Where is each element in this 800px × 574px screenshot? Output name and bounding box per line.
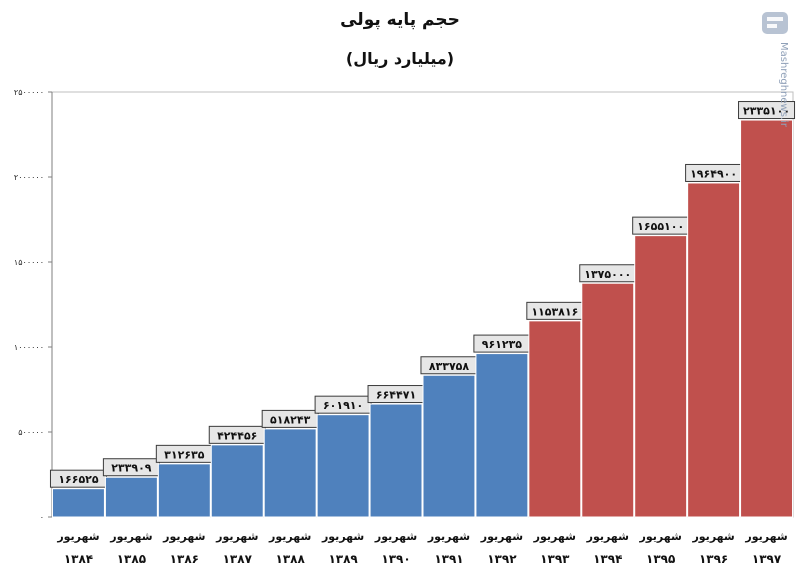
x-tick-label-year: ۱۳۹۱ [434, 552, 463, 566]
data-label: ۱۶۶۵۲۵ [58, 473, 99, 486]
x-tick-label-year: ۱۳۹۲ [487, 552, 517, 566]
y-tick-label: ۰ [40, 513, 44, 522]
bar [52, 488, 105, 518]
data-label: ۳۱۲۶۳۵ [164, 448, 205, 461]
data-label: ۱۱۵۳۸۱۶ [531, 305, 578, 318]
x-tick-label-year: ۱۳۹۰ [381, 552, 410, 566]
data-label: ۶۶۴۴۷۱ [376, 389, 416, 402]
bar [157, 463, 211, 518]
x-tick-label-month: شهریور [374, 530, 417, 543]
x-tick-label-month: شهریور [744, 530, 787, 543]
x-tick-label-month: شهریور [56, 530, 99, 543]
bar [316, 414, 370, 518]
data-label: ۵۱۸۲۴۳ [270, 413, 311, 426]
x-tick-label-year: ۱۳۹۶ [699, 552, 728, 566]
x-tick-label-month: شهریور [691, 530, 734, 543]
y-tick-label: ۱۵۰۰۰۰۰ [14, 258, 44, 267]
data-label: ۱۹۶۴۹۰۰ [690, 167, 737, 180]
bar [369, 403, 423, 518]
x-tick-label-month: شهریور [109, 530, 152, 543]
x-tick-label-year: ۱۳۸۸ [276, 552, 306, 566]
chart-title: حجم پایه پولی [340, 10, 460, 30]
x-tick-label-year: ۱۳۸۹ [328, 552, 358, 566]
data-label: ۹۶۱۲۳۵ [482, 338, 523, 351]
mashregh-logo-icon: Mashreghnews.ir [762, 12, 789, 128]
data-label: ۲۳۳۵۱۰۰ [743, 105, 790, 118]
bar [263, 428, 317, 518]
data-label: ۴۲۴۴۵۶ [217, 429, 257, 442]
bar [687, 182, 741, 518]
x-tick-label-year: ۱۳۹۷ [752, 552, 782, 566]
bar [740, 119, 793, 518]
x-tick-label-year: ۱۳۸۴ [64, 552, 93, 566]
bar [634, 235, 688, 518]
x-tick-label-year: ۱۳۹۳ [540, 552, 570, 566]
x-tick-label-month: شهریور [268, 530, 311, 543]
bar [581, 282, 635, 518]
data-label: ۲۳۳۹۰۹ [111, 462, 152, 475]
data-label: ۱۶۵۵۱۰۰ [637, 220, 684, 233]
x-tick-label-year: ۱۳۸۷ [223, 552, 253, 566]
data-label: ۸۳۳۷۵۸ [429, 360, 470, 373]
data-label: ۶۰۱۹۱۰ [323, 399, 363, 412]
y-tick-label: ۲۰۰۰۰۰۰ [14, 173, 44, 182]
watermark-text: Mashreghnews.ir [778, 42, 789, 128]
bar [422, 374, 476, 518]
x-tick-label-year: ۱۳۸۶ [170, 552, 199, 566]
data-label-box [738, 101, 796, 120]
bar [528, 320, 582, 518]
x-tick-label-year: ۱۳۹۵ [646, 552, 675, 566]
x-tick-label-month: شهریور [162, 530, 205, 543]
watermark-logo: Mashreghnews.ir [758, 6, 794, 156]
x-tick-label-month: شهریور [480, 530, 523, 543]
y-tick-label: ۲۵۰۰۰۰۰ [14, 88, 44, 97]
x-tick-label-year: ۱۳۹۴ [593, 552, 622, 566]
bar [104, 476, 158, 518]
data-label: ۱۳۷۵۰۰۰ [584, 268, 631, 281]
x-tick-label-month: شهریور [427, 530, 470, 543]
x-tick-label-month: شهریور [215, 530, 258, 543]
chart-subtitle: (میلیارد ریال) [345, 49, 455, 68]
bar [210, 444, 264, 518]
bar [475, 353, 529, 518]
x-tick-label-month: شهریور [533, 530, 576, 543]
x-tick-label-month: شهریور [586, 530, 629, 543]
x-tick-label-year: ۱۳۸۵ [117, 552, 146, 566]
y-tick-label: ۵۰۰۰۰۰ [18, 428, 44, 437]
x-tick-label-month: شهریور [639, 530, 682, 543]
y-tick-label: ۱۰۰۰۰۰۰ [14, 343, 44, 352]
x-tick-label-month: شهریور [321, 530, 364, 543]
